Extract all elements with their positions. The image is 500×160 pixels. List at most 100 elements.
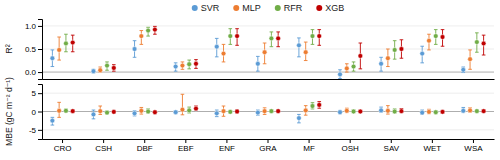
point (173, 64, 178, 69)
error-bar (256, 56, 260, 71)
error-bar (194, 106, 198, 110)
point (269, 109, 274, 114)
point (427, 109, 432, 114)
y-tick: 5 (32, 89, 42, 98)
point (228, 109, 233, 114)
legend-swatch (192, 5, 198, 11)
x-tick-label: MF (303, 144, 315, 153)
panel: 0.00.51.0 (25, 20, 495, 80)
y-tick-mark (38, 49, 42, 50)
error-bar (64, 34, 68, 52)
point (358, 109, 363, 114)
x-tick-mark (309, 139, 310, 143)
error-bar (276, 110, 280, 113)
x-tick-mark (185, 139, 186, 143)
point (399, 47, 404, 52)
x-tick-mark (103, 139, 104, 143)
point (214, 111, 219, 116)
point (392, 48, 397, 53)
error-bar (57, 37, 61, 60)
point (461, 108, 466, 113)
y-tick-label: 0 (32, 108, 37, 117)
point (392, 109, 397, 114)
error-bar (434, 111, 438, 114)
point (132, 47, 137, 52)
grid (42, 26, 494, 72)
error-bar (468, 50, 472, 69)
point (146, 109, 151, 114)
point (420, 51, 425, 56)
error-bar (317, 102, 321, 109)
x-tick: SAV (384, 139, 400, 153)
error-bar (153, 111, 157, 114)
x-tick: OSH (342, 139, 360, 153)
point (433, 34, 438, 39)
point (146, 28, 151, 33)
chart-container: 0.00.51.0R²SVRMLPRFRXGB-505CROCSHDBFEBFE… (0, 0, 500, 160)
x-tick-mark (391, 139, 392, 143)
point (111, 66, 116, 71)
point (255, 110, 260, 115)
x-tick-label: GRA (259, 144, 277, 153)
error-bar (140, 31, 144, 45)
point (351, 109, 356, 114)
y-tick: 0.0 (25, 68, 42, 77)
point (235, 109, 240, 114)
x-tick: WET (423, 139, 441, 153)
error-bar (71, 110, 75, 113)
y-tick: 1.0 (25, 22, 42, 31)
error-bar (441, 110, 445, 113)
point (303, 50, 308, 55)
point (111, 109, 116, 114)
legend-item: RFR (275, 3, 303, 13)
y-tick-mark (38, 26, 42, 27)
point (468, 57, 473, 62)
legend-swatch (316, 5, 322, 11)
error-bar (297, 38, 301, 57)
point (474, 109, 479, 114)
point (481, 109, 486, 114)
error-bar (133, 41, 137, 58)
point (303, 108, 308, 113)
error-bar (270, 110, 274, 113)
error-bar (181, 62, 185, 69)
x-tick: WSA (464, 139, 483, 153)
y-tick: -5 (29, 126, 42, 135)
error-bar (57, 102, 61, 117)
point (358, 54, 363, 59)
grid (42, 93, 494, 130)
error-bar (112, 65, 116, 71)
error-bar (153, 26, 157, 34)
error-bar (420, 110, 424, 114)
error-bar (71, 35, 75, 52)
error-bar (441, 30, 445, 47)
point (276, 109, 281, 114)
y-tick-label: 0.0 (25, 68, 37, 77)
series (64, 27, 480, 71)
point (57, 48, 62, 53)
error-bar (393, 41, 397, 59)
zero-line (42, 111, 494, 112)
x-tick-label: WSA (464, 144, 483, 153)
point (139, 108, 144, 113)
error-bar (386, 106, 390, 114)
point (433, 110, 438, 115)
point (262, 50, 267, 55)
x-tick: ENF (219, 139, 235, 153)
legend-swatch (233, 5, 239, 11)
error-bar (263, 43, 267, 64)
x-tick: EBF (178, 139, 194, 153)
x-tick-mark (144, 139, 145, 143)
zero-line (42, 72, 494, 73)
error-bar (475, 33, 479, 52)
error-bar (228, 110, 232, 113)
x-tick-label: SAV (384, 144, 400, 153)
point (440, 109, 445, 114)
x-tick-label: WET (423, 144, 441, 153)
x-tick-mark (62, 139, 63, 143)
legend-label: SVR (201, 3, 220, 13)
y-tick-label: 1.0 (25, 22, 37, 31)
legend-item: MLP (233, 3, 261, 13)
error-bar (222, 44, 226, 62)
x-tick: DBF (137, 139, 153, 153)
